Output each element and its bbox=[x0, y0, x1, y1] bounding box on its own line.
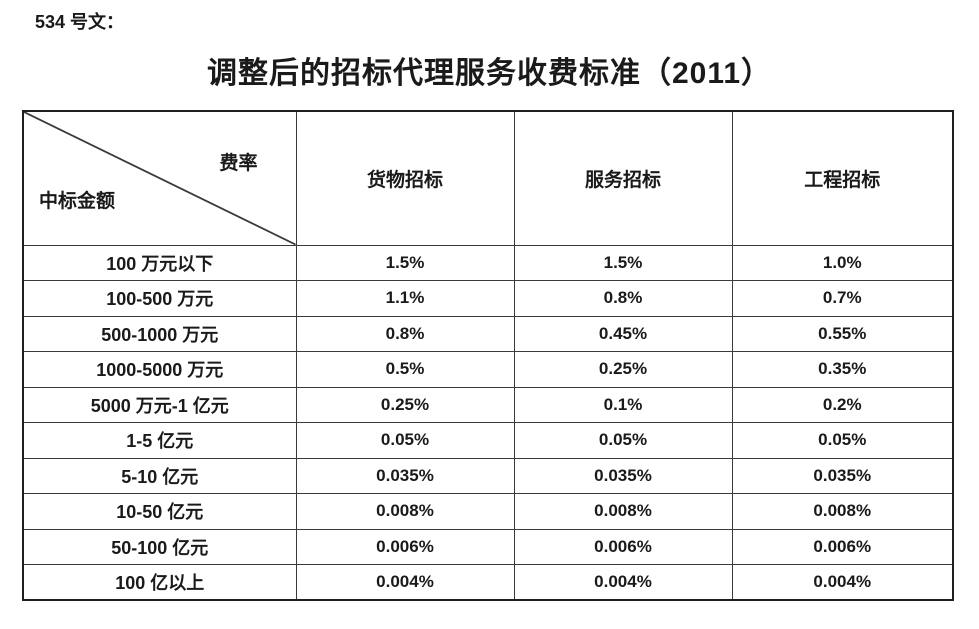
rate-cell: 0.008% bbox=[731, 493, 954, 530]
table-row: 1000-5000 万元 0.5% 0.25% 0.35% bbox=[22, 351, 954, 388]
table-row: 5-10 亿元 0.035% 0.035% 0.035% bbox=[22, 457, 954, 494]
rate-cell: 0.05% bbox=[731, 422, 954, 459]
diagonal-line bbox=[24, 112, 296, 245]
rate-cell: 1.5% bbox=[513, 244, 733, 281]
rate-cell: 0.2% bbox=[731, 386, 954, 423]
rate-cell: 0.45% bbox=[513, 315, 733, 352]
rate-cell: 1.0% bbox=[731, 244, 954, 281]
doc-number: 534 号文： bbox=[35, 12, 125, 32]
column-header-goods: 货物招标 bbox=[295, 110, 515, 246]
row-label: 1000-5000 万元 bbox=[22, 351, 297, 388]
column-header-service: 服务招标 bbox=[513, 110, 733, 246]
row-label: 1-5 亿元 bbox=[22, 422, 297, 459]
rate-cell: 0.006% bbox=[513, 528, 733, 565]
rate-cell: 0.8% bbox=[513, 280, 733, 317]
rate-cell: 0.8% bbox=[295, 315, 515, 352]
table-row: 1-5 亿元 0.05% 0.05% 0.05% bbox=[22, 422, 954, 459]
row-label: 100 亿以上 bbox=[22, 564, 297, 601]
table-row: 100 万元以下 1.5% 1.5% 1.0% bbox=[22, 244, 954, 281]
row-label: 100 万元以下 bbox=[22, 244, 297, 281]
table-row: 10-50 亿元 0.008% 0.008% 0.008% bbox=[22, 493, 954, 530]
table-row: 100 亿以上 0.004% 0.004% 0.004% bbox=[22, 564, 954, 601]
table-row: 5000 万元-1 亿元 0.25% 0.1% 0.2% bbox=[22, 386, 954, 423]
row-label: 100-500 万元 bbox=[22, 280, 297, 317]
rate-cell: 0.008% bbox=[295, 493, 515, 530]
corner-label-bid-amount: 中标金额 bbox=[39, 190, 116, 212]
row-label: 5000 万元-1 亿元 bbox=[22, 386, 297, 423]
rate-cell: 0.05% bbox=[295, 422, 515, 459]
page-title: 调整后的招标代理服务收费标准（2011） bbox=[206, 57, 773, 90]
rate-cell: 1.1% bbox=[295, 280, 515, 317]
rate-cell: 0.006% bbox=[731, 528, 954, 565]
rate-cell: 0.7% bbox=[731, 280, 954, 317]
rate-cell: 0.35% bbox=[731, 351, 954, 388]
rate-cell: 0.05% bbox=[513, 422, 733, 459]
row-label: 5-10 亿元 bbox=[22, 457, 297, 494]
rate-cell: 0.55% bbox=[731, 315, 954, 352]
row-label: 10-50 亿元 bbox=[22, 493, 297, 530]
rate-cell: 0.25% bbox=[295, 386, 515, 423]
rate-cell: 0.035% bbox=[513, 457, 733, 494]
rate-cell: 0.008% bbox=[513, 493, 733, 530]
table-row: 100-500 万元 1.1% 0.8% 0.7% bbox=[22, 280, 954, 317]
row-label: 500-1000 万元 bbox=[22, 315, 297, 352]
table-header-row: 费率 中标金额 货物招标 服务招标 工程招标 bbox=[22, 110, 954, 246]
rate-cell: 0.035% bbox=[295, 457, 515, 494]
row-label: 50-100 亿元 bbox=[22, 528, 297, 565]
column-header-engineering: 工程招标 bbox=[731, 110, 954, 246]
rate-cell: 0.035% bbox=[731, 457, 954, 494]
table-row: 50-100 亿元 0.006% 0.006% 0.006% bbox=[22, 528, 954, 565]
rate-cell: 1.5% bbox=[295, 244, 515, 281]
rate-cell: 0.1% bbox=[513, 386, 733, 423]
rate-cell: 0.25% bbox=[513, 351, 733, 388]
rate-cell: 0.5% bbox=[295, 351, 515, 388]
rate-cell: 0.004% bbox=[513, 564, 733, 601]
diagonal-corner-cell: 费率 中标金额 bbox=[22, 110, 297, 246]
corner-label-fee-rate: 费率 bbox=[219, 153, 258, 174]
rate-cell: 0.004% bbox=[295, 564, 515, 601]
table-row: 500-1000 万元 0.8% 0.45% 0.55% bbox=[22, 315, 954, 352]
rate-cell: 0.006% bbox=[295, 528, 515, 565]
rate-cell: 0.004% bbox=[731, 564, 954, 601]
fee-rate-table: 费率 中标金额 货物招标 服务招标 工程招标 100 万元以下 1.5% 1.5… bbox=[22, 110, 954, 601]
